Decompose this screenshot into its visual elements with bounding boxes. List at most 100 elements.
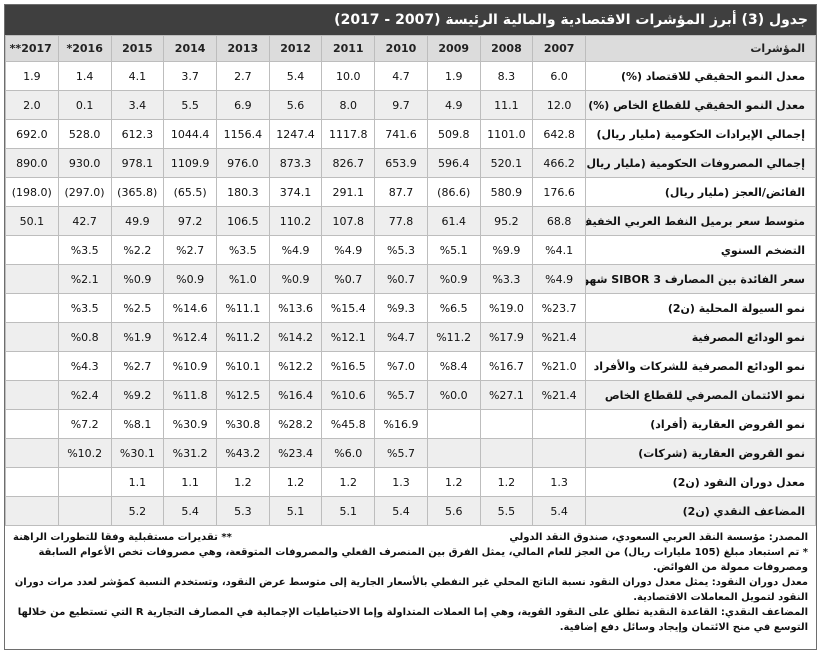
indicator-label: نمو القروض العقارية (أفراد) — [585, 409, 816, 439]
value-cell: %0.9 — [110, 264, 165, 294]
value-cell: %3.3 — [479, 264, 534, 294]
value-cell: 6.9 — [215, 90, 270, 120]
value-cell: 1.1 — [163, 467, 217, 497]
value-cell: 50.1 — [5, 206, 59, 236]
table-row: معدل النمو الحقيقي للاقتصاد (%) 6.0 8.3 1.9… — [5, 61, 816, 91]
value-cell: 1.3 — [374, 467, 428, 497]
value-cell: 1101.0 — [479, 119, 534, 149]
value-cell: 1044.4 — [163, 119, 217, 149]
value-cell: %7.2 — [57, 409, 112, 439]
deficit-note: * تم استبعاد مبلغ (105 مليارات ريال) من … — [38, 547, 808, 573]
header-year: 2008 — [479, 35, 534, 62]
header-row: المؤشرات 2007 2008 2009 2010 2011 2012 2… — [5, 35, 816, 62]
value-cell: %2.4 — [57, 380, 112, 410]
value-cell: %5.7 — [374, 380, 428, 410]
value-cell: 2.0 — [5, 90, 59, 120]
value-cell: %4.9 — [321, 235, 376, 265]
value-cell: %30.9 — [163, 409, 217, 439]
indicator-label: نمو الائتمان المصرفي للقطاع الخاص — [585, 380, 816, 410]
value-cell: (86.6) — [426, 177, 481, 207]
value-cell: 976.0 — [215, 148, 270, 178]
value-cell: 5.5 — [163, 90, 217, 120]
indicator-label: الفائض/العجز (مليار ريال) — [585, 177, 816, 207]
value-cell: 4.1 — [110, 61, 165, 91]
value-cell: 61.4 — [426, 206, 481, 236]
value-cell: 77.8 — [374, 206, 428, 236]
value-cell: 1.2 — [321, 467, 376, 497]
value-cell: 890.0 — [5, 148, 59, 178]
value-cell: %10.9 — [163, 351, 217, 381]
value-cell: %1.0 — [215, 264, 270, 294]
value-cell: 374.1 — [268, 177, 323, 207]
value-cell: %2.5 — [110, 293, 165, 323]
value-cell: %4.1 — [532, 235, 586, 265]
value-cell — [5, 235, 59, 265]
source-note: المصدر: مؤسسة النقد العربي السعودي، صندو… — [509, 532, 808, 543]
value-cell — [5, 467, 59, 497]
value-cell: 741.6 — [374, 119, 428, 149]
table-row: معدل النمو الحقيقي للقطاع الخاص (%) 12.0 1… — [5, 90, 816, 120]
value-cell: %16.4 — [268, 380, 323, 410]
value-cell: %1.9 — [110, 322, 165, 352]
value-cell: 5.2 — [110, 496, 165, 526]
value-cell: %2.7 — [163, 235, 217, 265]
value-cell: %0.9 — [426, 264, 481, 294]
value-cell: %23.4 — [268, 438, 323, 468]
value-cell: %0.7 — [321, 264, 376, 294]
value-cell: %4.9 — [532, 264, 586, 294]
value-cell — [5, 438, 59, 468]
value-cell: %6.5 — [426, 293, 481, 323]
value-cell: 1.2 — [268, 467, 323, 497]
value-cell: %17.9 — [479, 322, 534, 352]
table-row: نمو القروض العقارية (شركات) %5.7 %6.0 %23.4… — [5, 438, 816, 468]
value-cell: 107.8 — [321, 206, 376, 236]
value-cell: 1.2 — [426, 467, 481, 497]
value-cell — [426, 409, 481, 439]
value-cell: %3.5 — [57, 235, 112, 265]
indicator-label: إجمالي المصروفات الحكومية (مليار ريال) — [585, 148, 816, 178]
value-cell — [57, 467, 112, 497]
value-cell — [532, 409, 586, 439]
value-cell: %12.2 — [268, 351, 323, 381]
value-cell: %3.5 — [57, 293, 112, 323]
value-cell: %12.5 — [215, 380, 270, 410]
value-cell: %19.0 — [479, 293, 534, 323]
header-year: 2014 — [163, 35, 217, 62]
value-cell: %10.6 — [321, 380, 376, 410]
value-cell: 930.0 — [57, 148, 112, 178]
table-row: نمو الودائع المصرفية %21.4 %17.9 %11.2 %4.7%… — [5, 322, 816, 352]
table-row: نمو الائتمان المصرفي للقطاع الخاص %21.4 %2… — [5, 380, 816, 410]
indicator-label: معدل النمو الحقيقي للاقتصاد (%) — [585, 61, 816, 91]
value-cell: %5.7 — [374, 438, 428, 468]
header-year: 2017** — [5, 35, 59, 62]
value-cell: 87.7 — [374, 177, 428, 207]
value-cell: %11.1 — [215, 293, 270, 323]
value-cell: %0.9 — [268, 264, 323, 294]
value-cell: 528.0 — [57, 119, 112, 149]
value-cell — [426, 438, 481, 468]
table-row: نمو الودائع المصرفية للشركات والأفراد %21… — [5, 351, 816, 381]
value-cell — [5, 322, 59, 352]
value-cell: 1.2 — [479, 467, 534, 497]
value-cell: 49.9 — [110, 206, 165, 236]
value-cell — [5, 380, 59, 410]
value-cell: 612.3 — [110, 119, 165, 149]
value-cell: 653.9 — [374, 148, 428, 178]
value-cell: (297.0) — [57, 177, 112, 207]
value-cell: %0.7 — [374, 264, 428, 294]
value-cell: 5.1 — [268, 496, 323, 526]
value-cell: %11.8 — [163, 380, 217, 410]
value-cell — [532, 438, 586, 468]
value-cell: %10.2 — [57, 438, 112, 468]
table-header: المؤشرات 2007 2008 2009 2010 2011 2012 2… — [5, 35, 816, 62]
value-cell: %27.1 — [479, 380, 534, 410]
value-cell: 5.6 — [268, 90, 323, 120]
value-cell: 106.5 — [215, 206, 270, 236]
value-cell: 1156.4 — [215, 119, 270, 149]
value-cell: %14.6 — [163, 293, 217, 323]
value-cell: %9.9 — [479, 235, 534, 265]
value-cell: %2.1 — [57, 264, 112, 294]
value-cell: 5.4 — [532, 496, 586, 526]
value-cell: 5.4 — [163, 496, 217, 526]
value-cell: %7.0 — [374, 351, 428, 381]
